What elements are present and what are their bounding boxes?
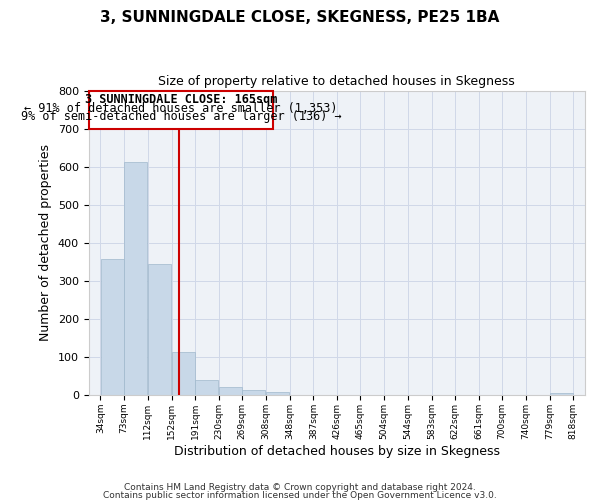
Text: ← 91% of detached houses are smaller (1,353): ← 91% of detached houses are smaller (1,… [25, 102, 338, 115]
Bar [124, 162, 147, 395]
Bar [148, 264, 171, 395]
Bar [266, 392, 289, 395]
Text: Contains HM Land Registry data © Crown copyright and database right 2024.: Contains HM Land Registry data © Crown c… [124, 484, 476, 492]
FancyBboxPatch shape [89, 92, 273, 128]
Bar [196, 380, 218, 395]
Text: 3, SUNNINGDALE CLOSE, SKEGNESS, PE25 1BA: 3, SUNNINGDALE CLOSE, SKEGNESS, PE25 1BA [100, 10, 500, 25]
Text: 3 SUNNINGDALE CLOSE: 165sqm: 3 SUNNINGDALE CLOSE: 165sqm [85, 93, 277, 106]
Text: 9% of semi-detached houses are larger (136) →: 9% of semi-detached houses are larger (1… [21, 110, 341, 124]
Bar [172, 352, 195, 395]
Bar [219, 386, 242, 395]
Y-axis label: Number of detached properties: Number of detached properties [40, 144, 52, 341]
Bar [550, 393, 573, 395]
Bar [242, 390, 265, 395]
Bar [101, 258, 124, 395]
Title: Size of property relative to detached houses in Skegness: Size of property relative to detached ho… [158, 75, 515, 88]
X-axis label: Distribution of detached houses by size in Skegness: Distribution of detached houses by size … [174, 444, 500, 458]
Text: Contains public sector information licensed under the Open Government Licence v3: Contains public sector information licen… [103, 490, 497, 500]
